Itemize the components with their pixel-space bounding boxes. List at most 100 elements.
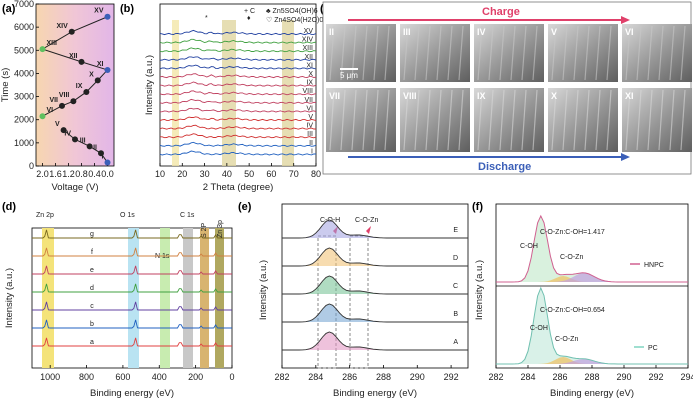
x-ticks-f: 282 284 286 288 290 292 294 — [488, 365, 693, 382]
point-label-VII: VII — [49, 97, 58, 104]
survey-line-g — [32, 229, 232, 239]
point-label-VIII: VIII — [59, 92, 70, 99]
sem-tile-XI — [622, 88, 692, 152]
c1s-spectra: E D C B A — [282, 219, 468, 351]
band-label-c1s: C 1s — [180, 212, 195, 219]
point-label-IV: IV — [64, 130, 71, 137]
xrd-line-X — [159, 73, 317, 79]
x-tick-label: 200 — [188, 372, 203, 382]
sem-fiber — [384, 25, 390, 81]
x-tick-label: 30 — [200, 169, 210, 179]
sem-tile-VI — [622, 24, 692, 82]
xrd-label-II: II — [309, 140, 313, 147]
point-X — [94, 77, 101, 84]
x-tick-label: 288 — [376, 372, 391, 382]
y-axis-label-f: Intensity (a.u.) — [474, 260, 485, 320]
xrd-line-IV — [159, 124, 316, 130]
survey-label-f: f — [91, 249, 93, 256]
sem-label-IV: IV — [477, 27, 486, 37]
y-tick-label: 5000 — [14, 45, 34, 55]
survey-line-d — [32, 283, 232, 293]
scale-label: 5 μm — [340, 71, 358, 80]
marker-star: * — [205, 15, 208, 22]
y-tick-label: 3000 — [14, 92, 34, 102]
pc-envelope — [496, 287, 688, 364]
sem-fiber — [488, 89, 494, 151]
x-tick-label: 40 — [222, 169, 232, 179]
marker-diamond: ♦ — [247, 15, 251, 22]
x-tick-label: 60 — [266, 169, 276, 179]
sem-fiber — [499, 25, 505, 81]
x-tick-label: 284 — [520, 372, 535, 382]
y-tick-label: 2000 — [14, 115, 34, 125]
point-label-V: V — [55, 121, 60, 128]
x-tick-label: 288 — [584, 372, 599, 382]
point-III — [86, 143, 93, 150]
y-tick-label: 1000 — [14, 138, 34, 148]
x-axis-label-d: Binding energy (eV) — [90, 388, 174, 399]
y-axis-label-b: Intensity (a.u.) — [144, 55, 155, 115]
band-label-s2p: S 2P — [201, 222, 208, 238]
x-tick-label: 282 — [488, 372, 503, 382]
xrd-label-III: III — [307, 131, 313, 138]
plot-area-e — [281, 203, 469, 369]
xrd-line-IX — [159, 81, 317, 87]
point-XII — [78, 58, 85, 65]
sem-label-X: X — [551, 91, 557, 101]
sem-fiber — [595, 89, 601, 151]
sem-fiber — [414, 89, 420, 151]
survey-label-a: a — [90, 339, 94, 346]
sem-row-discharge: VII VIII IX X XI — [326, 88, 692, 152]
x-tick-label: 50 — [244, 169, 254, 179]
xrd-label-XII: XII — [304, 54, 313, 61]
x-tick-label: 600 — [115, 372, 130, 382]
xrd-line-V — [159, 116, 317, 122]
x-tick-label: 286 — [342, 372, 357, 382]
survey-line-c — [32, 301, 232, 311]
sem-fiber — [488, 25, 494, 81]
xrd-line-VII — [159, 98, 317, 104]
x-axis-label-b: 2 Theta (degree) — [203, 182, 274, 193]
sem-fiber — [384, 89, 390, 151]
x-tick-label: 290 — [616, 372, 631, 382]
fill-B — [282, 304, 468, 322]
sem-fiber — [680, 25, 686, 81]
xrd-line-VI — [159, 107, 317, 113]
sem-fiber — [647, 89, 653, 151]
x-tick-label: 0 — [229, 372, 234, 382]
sem-fiber — [636, 25, 642, 81]
sem-fiber — [340, 25, 346, 81]
sem-fiber — [532, 25, 538, 81]
sem-fiber — [351, 89, 357, 151]
point-label-XV: XV — [94, 8, 104, 15]
highlight-band-2 — [222, 20, 236, 166]
charge-label: Charge — [482, 6, 520, 18]
band-label-zn2p: Zn 2p — [36, 212, 54, 219]
band-label-o1s: O 1s — [120, 212, 135, 219]
peak-bottom-coh: C-OH — [530, 325, 548, 332]
sem-fiber — [447, 89, 453, 151]
point-label-X: X — [89, 71, 94, 78]
band-c1s — [183, 228, 193, 368]
point-label-XIII: XIII — [47, 40, 58, 47]
x-ticks-d: 1000 800 600 400 200 0 — [40, 365, 235, 382]
panel-label-e: (e) — [238, 201, 252, 213]
legend-zn4: ♡ Zn4SO4(H2O)0.5 — [266, 16, 329, 24]
sem-fiber — [362, 25, 368, 81]
sem-fiber — [414, 25, 420, 81]
sem-fiber — [680, 89, 686, 151]
arrow-cozn — [366, 226, 371, 234]
panel-label-d: (d) — [2, 201, 16, 213]
point-label-II: II — [93, 144, 97, 151]
panel-label-b: (b) — [120, 3, 134, 15]
panel-f: (f) C-O-Zn:C-OH=1.417 C-OH C-O-Zn HNPC C… — [472, 201, 693, 399]
survey-line-b — [32, 319, 232, 329]
fill-C — [282, 276, 468, 294]
charge-arrowhead — [621, 16, 630, 24]
survey-line-e — [32, 265, 232, 275]
x-ticks-b: 10 20 30 40 50 60 70 80 — [155, 163, 321, 179]
peak-top-coh: C-OH — [520, 243, 538, 250]
x-tick-label: 0.4 — [88, 169, 101, 179]
point-XIV — [68, 28, 75, 35]
